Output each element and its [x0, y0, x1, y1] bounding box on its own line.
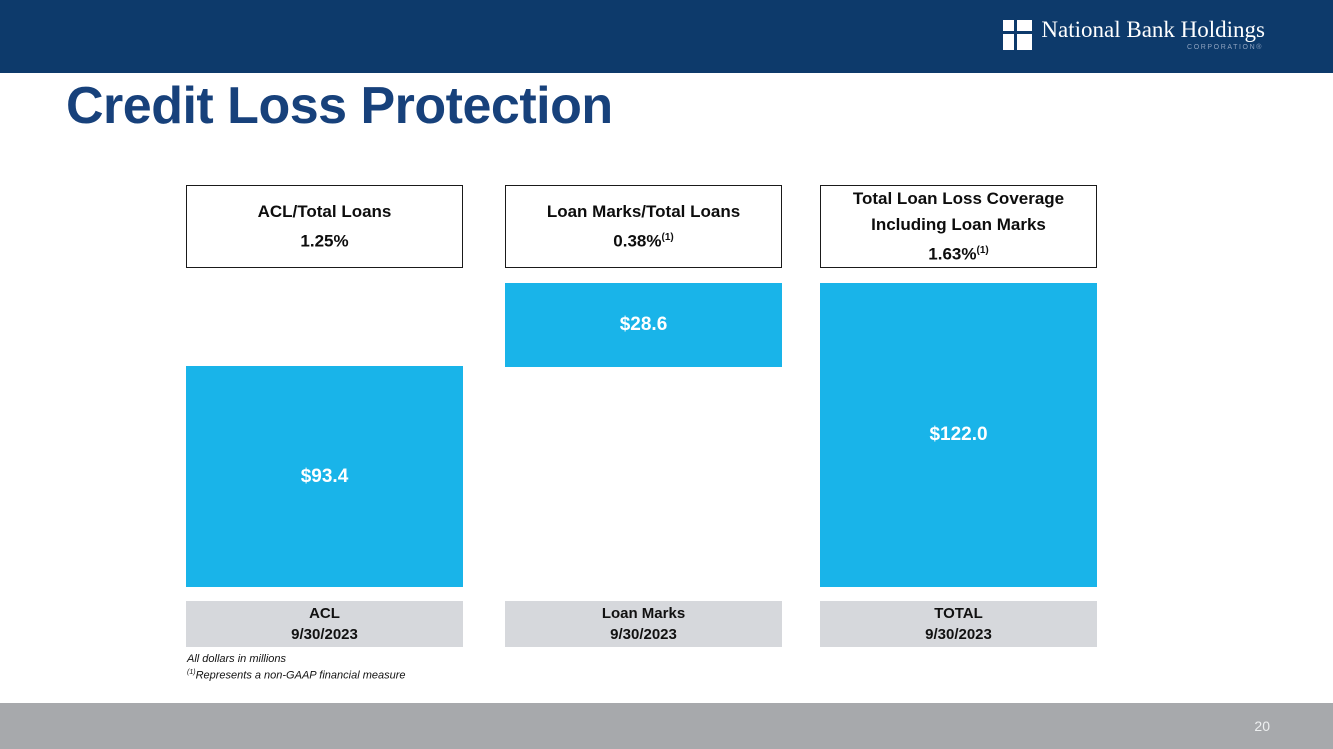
logo-square [1003, 20, 1015, 31]
footnote-marker: (1) [976, 244, 989, 256]
axis-label-date: 9/30/2023 [291, 626, 358, 643]
footnote-line-2: (1)Represents a non-GAAP financial measu… [187, 669, 406, 682]
axis-label-date: 9/30/2023 [925, 626, 992, 643]
footnote-line-1: All dollars in millions [187, 653, 287, 665]
logo-company-name: National Bank Holdings [1041, 17, 1265, 42]
bar-acl: $93.4 [186, 366, 463, 587]
bar-value-label: $122.0 [929, 424, 988, 445]
page-number: 20 [1254, 718, 1270, 734]
header-line: Loan Marks/Total Loans [546, 201, 741, 221]
axis-label-acl: ACL 9/30/2023 [186, 601, 463, 647]
window-grid-logo-icon [1003, 20, 1033, 50]
axis-label-loan-marks: Loan Marks 9/30/2023 [505, 601, 782, 647]
ratio-line: 1.25% [300, 231, 349, 251]
logo-square [1017, 34, 1033, 50]
header-line: ACL/Total Loans [257, 201, 392, 221]
logo-text: National Bank Holdings CORPORATION® [1041, 15, 1265, 51]
company-logo: National Bank Holdings CORPORATION® [1003, 15, 1265, 51]
footnote-marker: (1) [661, 231, 674, 243]
logo-square [1017, 20, 1033, 31]
axis-label-name: ACL [309, 605, 340, 622]
header-box-loan-marks: Loan Marks/Total Loans 0.38%(1) [505, 185, 782, 268]
footnotes: All dollars in millions (1)Represents a … [187, 652, 406, 683]
axis-label-name: Loan Marks [601, 605, 686, 622]
top-navy-bar: National Bank Holdings CORPORATION® [0, 0, 1333, 73]
ratio-line: 1.63%(1) [928, 244, 989, 264]
header-box-total: Total Loan Loss Coverage Including Loan … [820, 185, 1097, 268]
bar-value-label: $93.4 [300, 465, 349, 487]
page-title: Credit Loss Protection [66, 77, 613, 135]
header-line: Including Loan Marks [871, 214, 1046, 234]
footnote-marker: (1) [187, 669, 196, 676]
footer-bar: 20 [0, 703, 1333, 749]
ratio-line: 0.38%(1) [613, 231, 674, 251]
logo-corporation-label: CORPORATION® [1187, 44, 1263, 51]
axis-label-name: TOTAL [934, 605, 983, 622]
bar-total: $122.0 [820, 283, 1097, 587]
axis-label-total: TOTAL 9/30/2023 [820, 601, 1097, 647]
bar-loan-marks: $28.6 [505, 283, 782, 367]
header-line: Total Loan Loss Coverage [852, 188, 1065, 208]
axis-label-date: 9/30/2023 [610, 626, 677, 643]
header-box-acl: ACL/Total Loans 1.25% [186, 185, 463, 268]
logo-square [1003, 34, 1015, 50]
bar-value-label: $28.6 [619, 314, 668, 335]
